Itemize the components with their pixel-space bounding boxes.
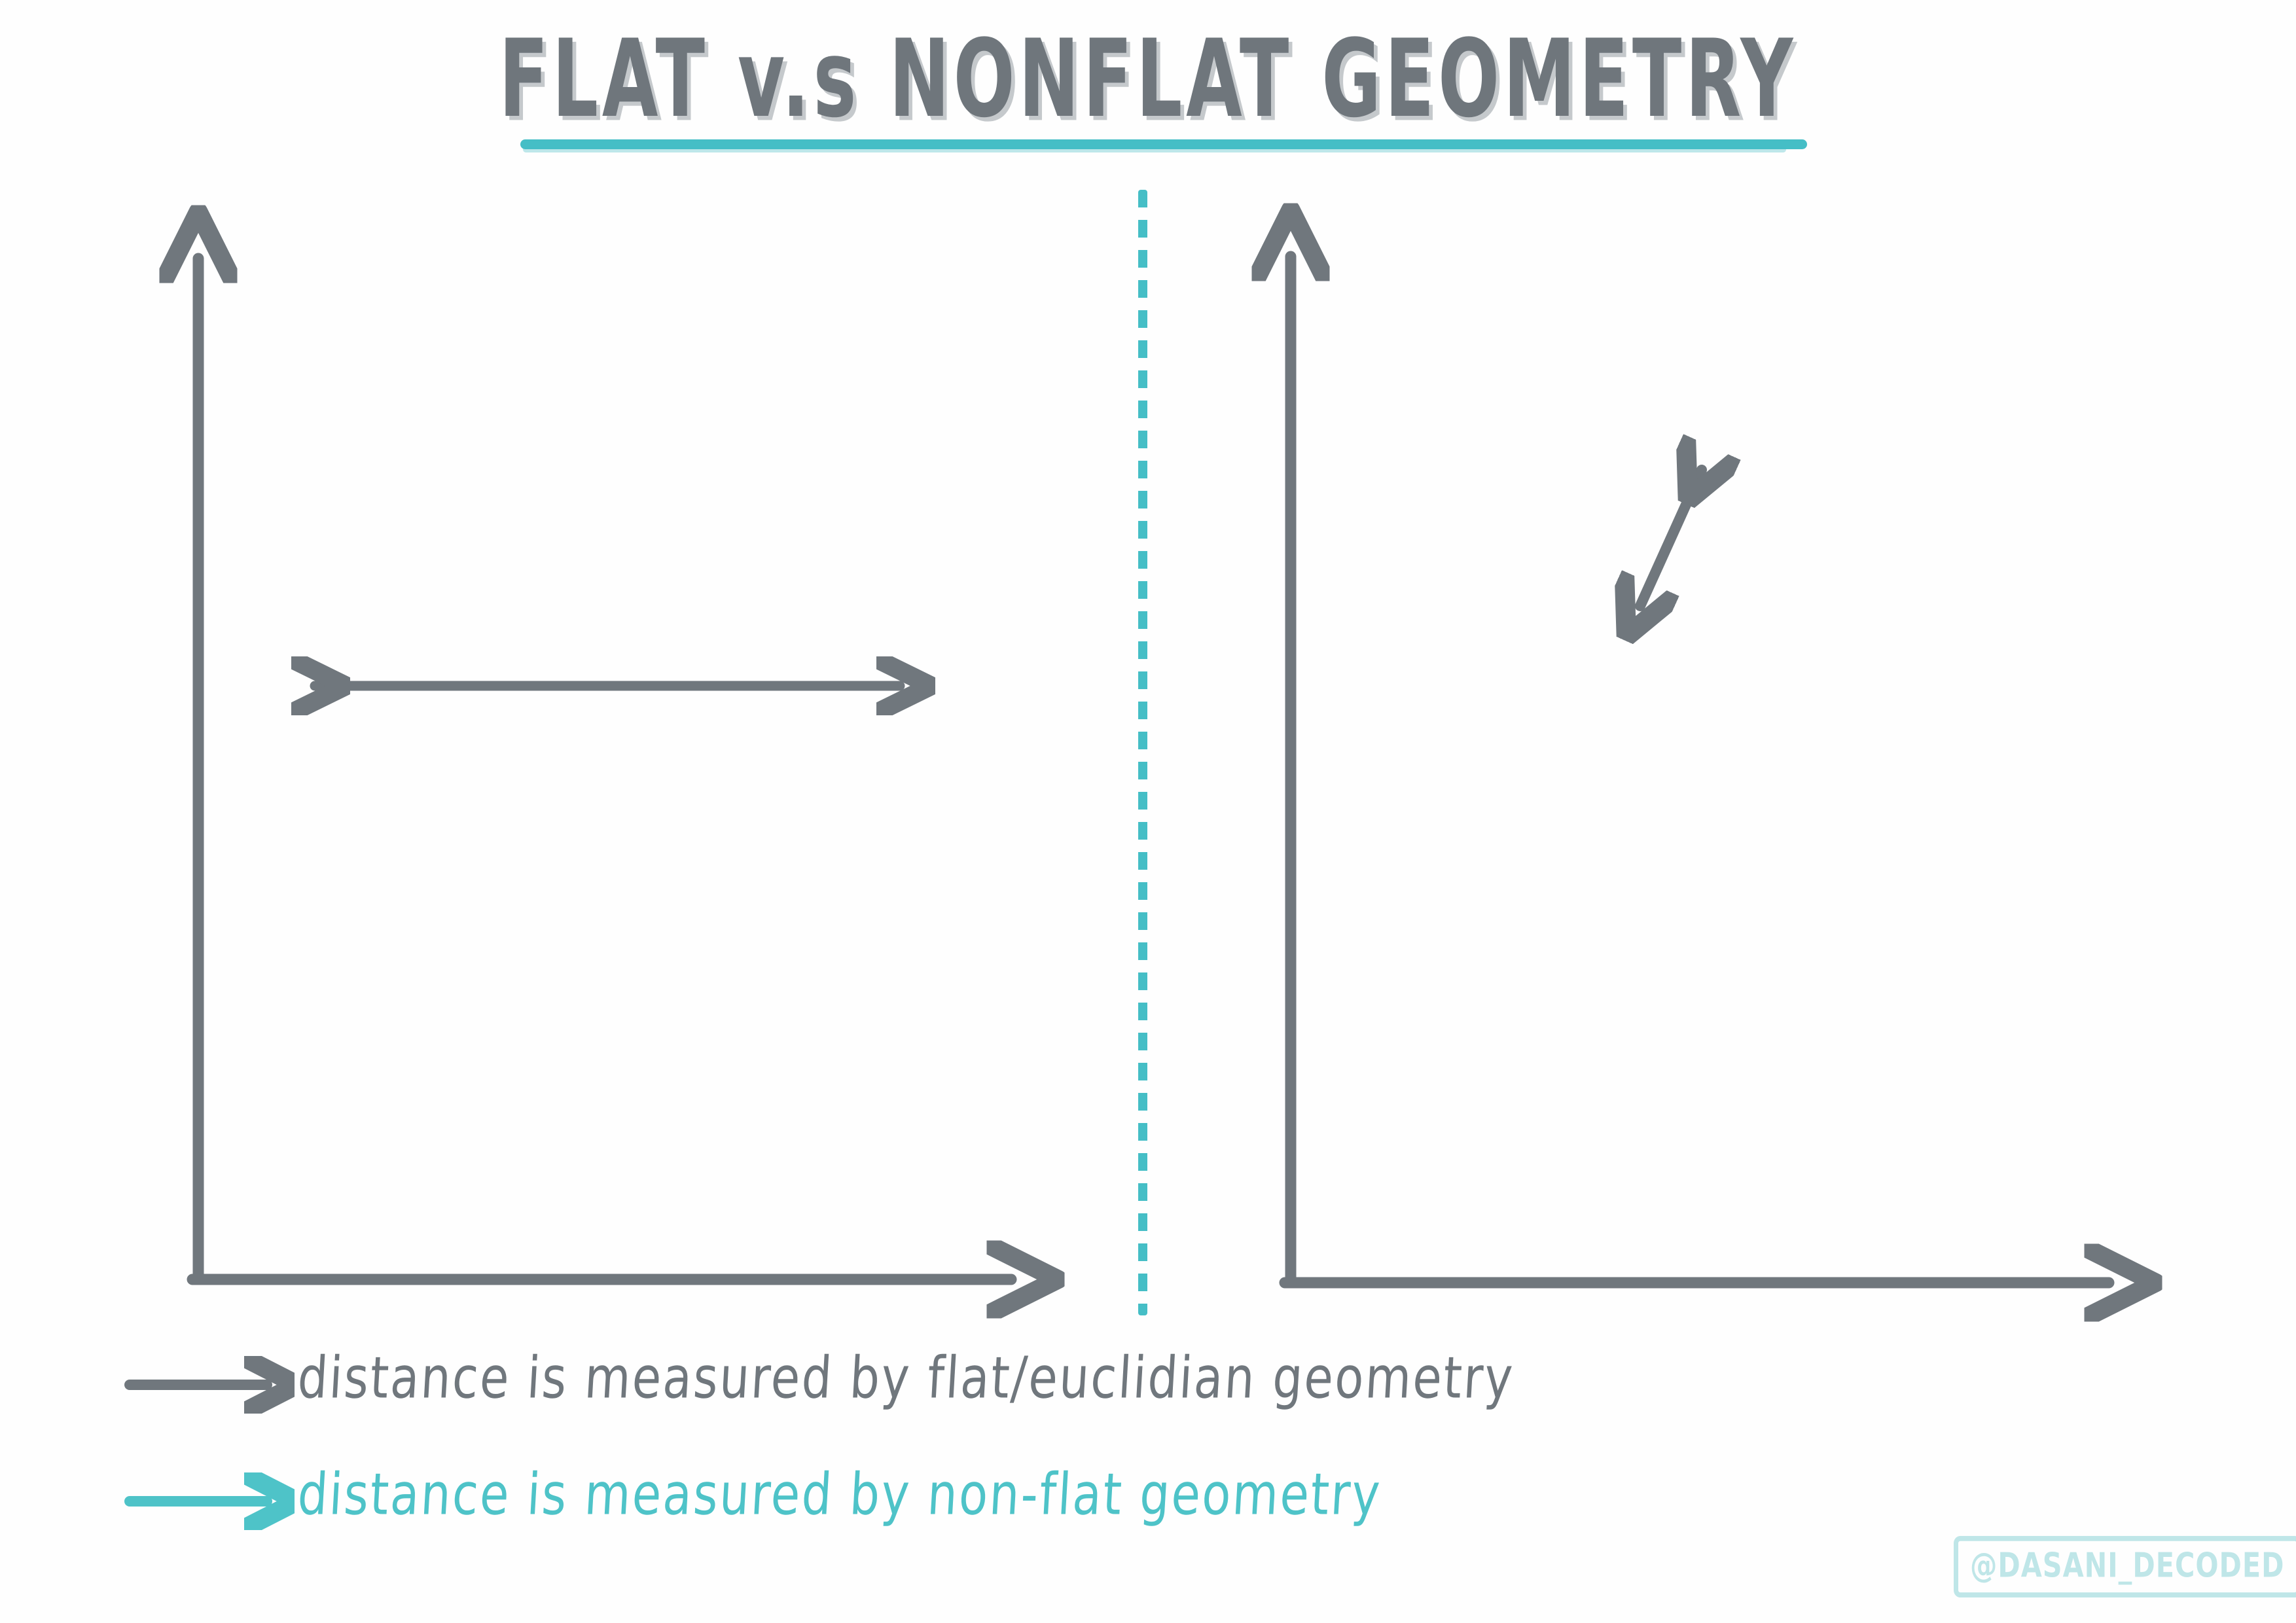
flat-chart [0, 0, 1139, 1623]
title-underline [520, 139, 1807, 152]
nonflat-axes [1285, 257, 2109, 1283]
legend-row-flat: distance is measured by flat/euclidian g… [124, 1344, 2219, 1465]
legend-row-nonflat: distance is measured by non-flat geometr… [124, 1461, 2219, 1581]
arrow-right-icon [124, 1348, 295, 1420]
panel-flat [0, 0, 1139, 1623]
panel-nonflat [1139, 0, 2296, 1623]
euclidian-distance-arrow [1640, 470, 1702, 606]
legend-label-flat: distance is measured by flat/euclidian g… [296, 1344, 1516, 1412]
panel-divider [1138, 190, 1147, 1315]
arrow-right-icon [124, 1465, 295, 1537]
flat-axes [192, 259, 1011, 1279]
legend: distance is measured by flat/euclidian g… [124, 1344, 2219, 1581]
watermark: @DASANI_DECODED [1954, 1535, 2296, 1598]
legend-label-nonflat: distance is measured by non-flat geometr… [296, 1461, 1384, 1528]
nonflat-chart [1139, 0, 2296, 1623]
